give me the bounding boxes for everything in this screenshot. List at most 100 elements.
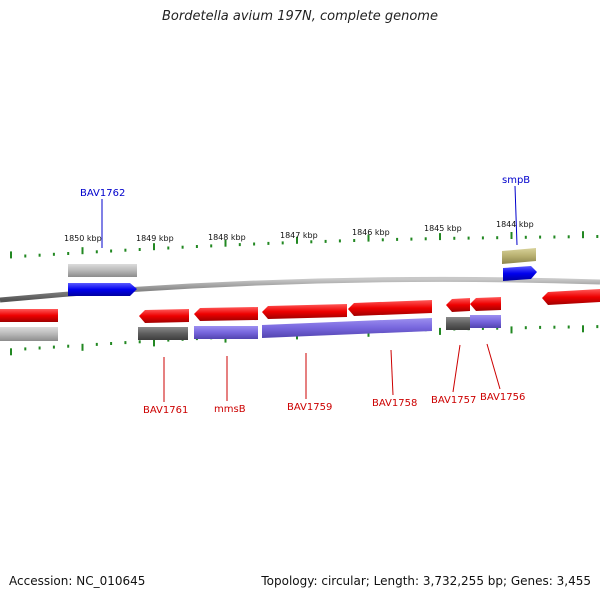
- ruler-upper-tick: [481, 236, 484, 240]
- ruler-label-1846: 1846 kbp: [352, 228, 390, 237]
- label-bav1758[interactable]: BAV1758: [372, 398, 417, 409]
- ruler-lower-tick: [153, 339, 155, 347]
- ruler-upper-tick: [167, 246, 170, 250]
- ruler-lower-tick: [167, 338, 170, 342]
- ruler-upper-tick: [324, 239, 327, 243]
- genome-summary-text: Topology: circular; Length: 3,732,255 bp…: [261, 574, 591, 588]
- ruler-lower-tick: [95, 342, 98, 346]
- ruler-lower-tick: [81, 343, 84, 351]
- ruler-upper-tick: [539, 235, 542, 239]
- ruler-upper-tick: [439, 233, 441, 241]
- ruler-lower-tick: [567, 325, 570, 329]
- ruler-upper-tick: [424, 237, 427, 241]
- gene-mmsb[interactable]: [194, 307, 258, 321]
- label-mmsb[interactable]: mmsB: [214, 404, 246, 415]
- ruler-upper-tick: [267, 241, 270, 245]
- ruler-upper-tick: [281, 241, 284, 245]
- ruler-upper-tick: [153, 243, 155, 251]
- ruler-upper-tick: [582, 231, 584, 239]
- ruler-lower-tick: [10, 348, 12, 356]
- ruler-upper-ticks: [10, 231, 599, 259]
- gene-bav1762[interactable]: [68, 283, 137, 296]
- ruler-lower-tick: [553, 325, 556, 329]
- ruler-lower-tick: [439, 327, 441, 335]
- ruler-upper-tick: [567, 235, 570, 239]
- ruler-upper-tick: [467, 236, 470, 240]
- ruler-upper-tick: [396, 237, 399, 241]
- leader-bav1758: [390, 349, 394, 396]
- cog-block-bav1757: [446, 317, 470, 330]
- ruler-lower-tick: [524, 326, 527, 330]
- ruler-upper-tick: [338, 239, 341, 243]
- ruler-upper-tick: [410, 237, 413, 241]
- map-title: Bordetella avium 197N, complete genome: [162, 9, 438, 24]
- gene-bav1761[interactable]: [139, 309, 189, 323]
- cog-block-left-edge: [0, 327, 58, 341]
- gene-bav1757[interactable]: [446, 298, 470, 312]
- ruler-upper-tick: [238, 243, 241, 247]
- cog-block-bav1756: [470, 315, 501, 328]
- ruler-label-1847: 1847 kbp: [280, 231, 318, 240]
- ruler-lower-tick: [67, 344, 70, 348]
- ruler-upper-tick: [510, 232, 513, 239]
- ruler-upper-tick: [181, 245, 184, 249]
- ruler-upper-tick: [67, 252, 70, 255]
- gene-smpb[interactable]: [503, 266, 537, 281]
- ruler-label-1845: 1845 kbp: [424, 224, 462, 233]
- ruler-label-1850: 1850 kbp: [64, 234, 102, 243]
- gene-bav1759[interactable]: [262, 304, 347, 319]
- ruler-upper-tick: [110, 249, 113, 253]
- ruler-upper-tick: [296, 236, 298, 244]
- cog-block-mmsb: [194, 326, 258, 339]
- ruler-upper-tick: [224, 239, 227, 247]
- label-bav1756[interactable]: BAV1756: [480, 392, 525, 403]
- ruler-upper-tick: [353, 239, 356, 242]
- ruler-lower-tick: [138, 340, 141, 344]
- ruler-upper-tick: [496, 236, 499, 240]
- leader-bav1757: [452, 344, 461, 393]
- ruler-upper-tick: [138, 248, 141, 251]
- ruler-label-1849: 1849 kbp: [136, 234, 174, 243]
- ruler-upper-tick: [10, 251, 12, 259]
- ruler-label-1844: 1844 kbp: [496, 220, 534, 229]
- gene-right-edge[interactable]: [542, 289, 600, 305]
- leader-bav1756: [486, 343, 501, 390]
- ruler-upper-tick: [24, 254, 27, 258]
- ruler-lower-tick: [38, 346, 41, 350]
- ruler-lower-tick: [596, 325, 599, 329]
- cog-block-smpb: [502, 248, 536, 264]
- leader-smpb: [514, 185, 518, 246]
- label-bav1757[interactable]: BAV1757: [431, 395, 476, 406]
- gene-left-edge[interactable]: [0, 309, 58, 322]
- gene-bav1756[interactable]: [470, 297, 501, 311]
- ruler-lower-tick: [496, 326, 499, 330]
- ruler-upper-tick: [596, 235, 599, 238]
- cog-block-bav1762: [68, 264, 137, 277]
- ruler-upper-tick: [195, 245, 198, 248]
- ruler-lower-tick: [510, 326, 513, 334]
- label-leaders: [101, 185, 518, 402]
- ruler-lower-tick: [124, 341, 127, 345]
- ruler-upper-tick: [81, 247, 84, 255]
- label-smpb[interactable]: smpB: [502, 175, 530, 186]
- label-bav1761[interactable]: BAV1761: [143, 405, 188, 416]
- ruler-upper-tick: [553, 235, 556, 239]
- ruler-lower-tick: [539, 325, 542, 329]
- ruler-upper-tick: [367, 234, 370, 242]
- ruler-upper-tick: [381, 238, 384, 242]
- ruler-upper-tick: [38, 253, 41, 257]
- ruler-upper-tick: [124, 248, 127, 252]
- ruler-upper-tick: [52, 252, 55, 256]
- gene-bav1758[interactable]: [348, 300, 432, 316]
- ruler-lower-tick: [582, 325, 584, 333]
- ruler-upper-tick: [524, 235, 527, 239]
- ruler-upper-tick: [210, 244, 213, 248]
- label-bav1759[interactable]: BAV1759: [287, 402, 332, 413]
- ruler-upper-tick: [253, 242, 256, 246]
- label-bav1762[interactable]: BAV1762: [80, 188, 125, 199]
- ruler-lower-tick: [110, 342, 113, 345]
- ruler-lower-tick: [24, 347, 27, 351]
- ruler-lower-tick: [481, 326, 484, 330]
- ruler-lower-tick: [52, 345, 55, 349]
